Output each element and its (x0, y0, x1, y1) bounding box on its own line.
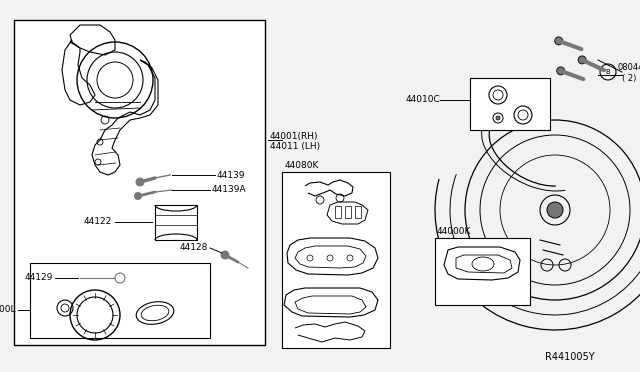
Circle shape (555, 37, 563, 45)
Text: 44000L: 44000L (0, 305, 16, 314)
Bar (14, 20, 265, 345)
Circle shape (496, 116, 500, 120)
Text: 44129: 44129 (24, 273, 53, 282)
Bar (345, 206, 351, 218)
Circle shape (134, 192, 141, 199)
Bar (282, 172, 390, 348)
Text: 44139A: 44139A (212, 186, 246, 195)
Text: R441005Y: R441005Y (545, 352, 595, 362)
Text: B: B (605, 69, 611, 75)
Bar (335, 206, 341, 218)
Text: ( 2): ( 2) (622, 74, 636, 83)
Text: 44139: 44139 (217, 170, 246, 180)
Text: 08044-2351A: 08044-2351A (618, 64, 640, 73)
Text: 44010C: 44010C (405, 96, 440, 105)
Circle shape (557, 67, 564, 75)
Text: 44011 (LH): 44011 (LH) (270, 142, 320, 151)
Bar (355, 206, 361, 218)
Bar (435, 238, 530, 305)
Text: 44122: 44122 (84, 218, 112, 227)
Bar (155, 205, 197, 240)
Bar (30, 263, 210, 338)
Bar (470, 78, 550, 130)
Circle shape (221, 251, 229, 259)
Text: 44000K: 44000K (437, 228, 472, 237)
Circle shape (547, 202, 563, 218)
Circle shape (136, 178, 144, 186)
Text: 44128: 44128 (180, 243, 208, 251)
Circle shape (578, 56, 586, 64)
Text: 44001(RH): 44001(RH) (270, 132, 319, 141)
Text: 44080K: 44080K (285, 160, 319, 170)
